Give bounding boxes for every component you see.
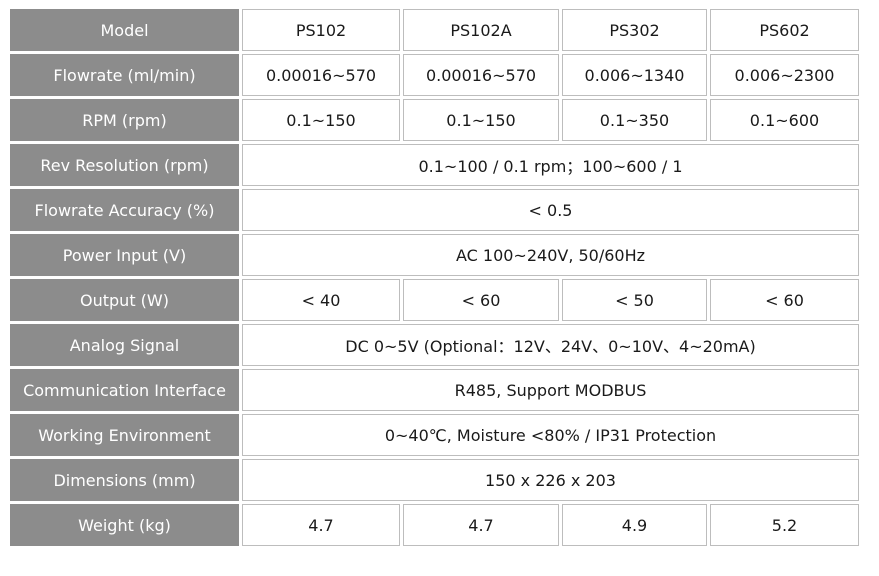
- table-row-weight: Weight (kg) 4.7 4.7 4.9 5.2: [10, 504, 859, 546]
- row-label: Dimensions (mm): [10, 459, 239, 501]
- table-cell-merged: AC 100~240V, 50/60Hz: [242, 234, 859, 276]
- row-label: Weight (kg): [10, 504, 239, 546]
- row-label: Communication Interface: [10, 369, 239, 411]
- row-label: Flowrate Accuracy (%): [10, 189, 239, 231]
- table-row-working-environment: Working Environment 0~40℃, Moisture <80%…: [10, 414, 859, 456]
- row-label: Analog Signal: [10, 324, 239, 366]
- table-row-power-input: Power Input (V) AC 100~240V, 50/60Hz: [10, 234, 859, 276]
- table-cell: 0.1~150: [403, 99, 559, 141]
- table-cell: 4.7: [242, 504, 400, 546]
- table-row-communication: Communication Interface R485, Support MO…: [10, 369, 859, 411]
- table-cell: 5.2: [710, 504, 859, 546]
- table-cell: PS302: [562, 9, 707, 51]
- table-row-flowrate-accuracy: Flowrate Accuracy (%) < 0.5: [10, 189, 859, 231]
- table-cell: 0.00016~570: [242, 54, 400, 96]
- row-label: RPM (rpm): [10, 99, 239, 141]
- row-label: Rev Resolution (rpm): [10, 144, 239, 186]
- table-cell: 0.006~2300: [710, 54, 859, 96]
- table-cell-merged: 0~40℃, Moisture <80% / IP31 Protection: [242, 414, 859, 456]
- table-cell-merged: 150 x 226 x 203: [242, 459, 859, 501]
- row-label: Power Input (V): [10, 234, 239, 276]
- row-label: Working Environment: [10, 414, 239, 456]
- table-cell: 0.1~350: [562, 99, 707, 141]
- table-row-rev-resolution: Rev Resolution (rpm) 0.1~100 / 0.1 rpm；1…: [10, 144, 859, 186]
- row-label: Output (W): [10, 279, 239, 321]
- table-cell: < 60: [710, 279, 859, 321]
- table-cell-merged: DC 0~5V (Optional：12V、24V、0~10V、4~20mA): [242, 324, 859, 366]
- table-cell: 4.7: [403, 504, 559, 546]
- row-label: Model: [10, 9, 239, 51]
- table-cell: 0.1~150: [242, 99, 400, 141]
- table-row-flowrate: Flowrate (ml/min) 0.00016~570 0.00016~57…: [10, 54, 859, 96]
- table-cell: PS602: [710, 9, 859, 51]
- table-row-dimensions: Dimensions (mm) 150 x 226 x 203: [10, 459, 859, 501]
- table-cell: PS102: [242, 9, 400, 51]
- table-cell-merged: R485, Support MODBUS: [242, 369, 859, 411]
- table-cell: 0.1~600: [710, 99, 859, 141]
- table-row-output: Output (W) < 40 < 60 < 50 < 60: [10, 279, 859, 321]
- table-cell: < 50: [562, 279, 707, 321]
- table-cell-merged: 0.1~100 / 0.1 rpm；100~600 / 1: [242, 144, 859, 186]
- spec-table: Model PS102 PS102A PS302 PS602 Flowrate …: [7, 6, 862, 549]
- table-cell: < 40: [242, 279, 400, 321]
- table-cell: 0.00016~570: [403, 54, 559, 96]
- row-label: Flowrate (ml/min): [10, 54, 239, 96]
- table-cell: 0.006~1340: [562, 54, 707, 96]
- table-row-model: Model PS102 PS102A PS302 PS602: [10, 9, 859, 51]
- table-cell-merged: < 0.5: [242, 189, 859, 231]
- table-cell: < 60: [403, 279, 559, 321]
- table-row-analog-signal: Analog Signal DC 0~5V (Optional：12V、24V、…: [10, 324, 859, 366]
- table-cell: PS102A: [403, 9, 559, 51]
- table-row-rpm: RPM (rpm) 0.1~150 0.1~150 0.1~350 0.1~60…: [10, 99, 859, 141]
- table-cell: 4.9: [562, 504, 707, 546]
